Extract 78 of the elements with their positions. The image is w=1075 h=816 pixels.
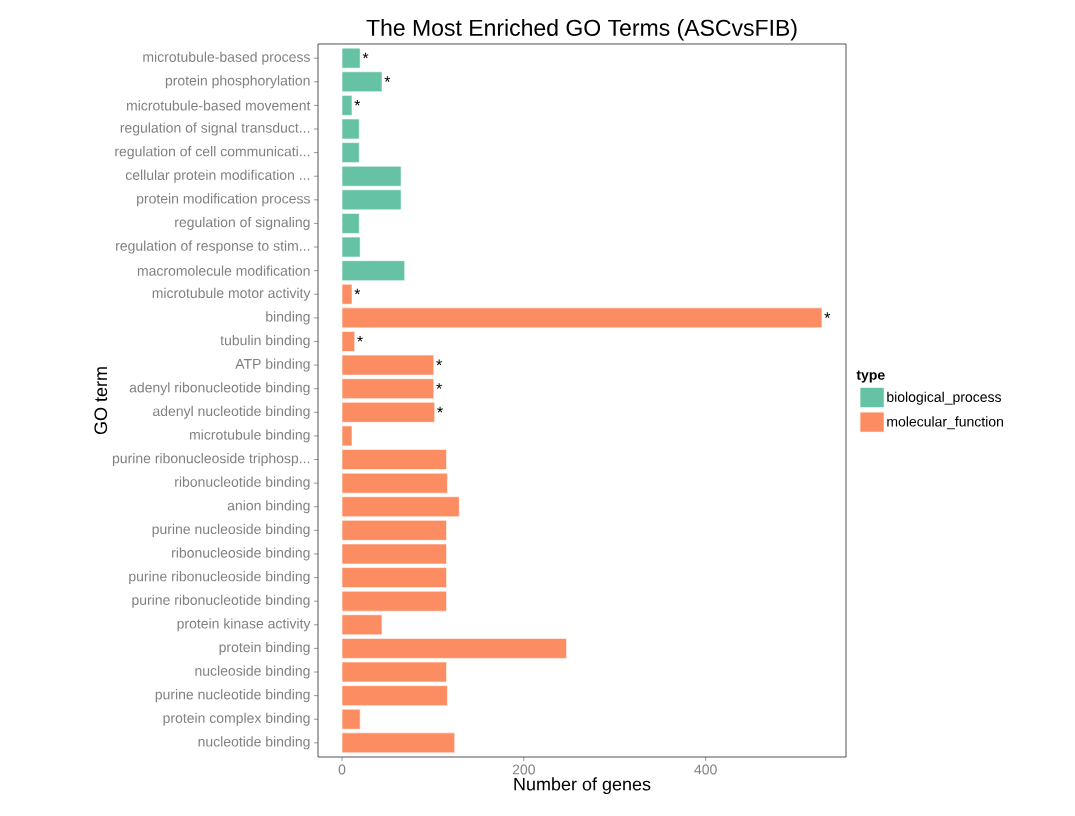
bar xyxy=(341,472,448,494)
y-tick-label: purine ribonucleoside triphosp... xyxy=(112,453,310,467)
bar xyxy=(341,449,447,470)
x-tick-label: 0 xyxy=(338,764,346,775)
y-tick-label: adenyl nucleotide binding xyxy=(153,405,310,419)
legend-label: molecular_function xyxy=(887,416,1003,430)
bar xyxy=(341,47,361,69)
y-tick-label: binding xyxy=(266,311,310,325)
bar xyxy=(341,213,360,234)
x-tick-label: 400 xyxy=(694,764,717,775)
bar xyxy=(341,71,383,93)
y-tick-label: regulation of signaling xyxy=(175,216,310,230)
annotation: * xyxy=(437,406,443,413)
y-tick-label: microtubule motor activity xyxy=(152,287,311,301)
y-tick-label: protein binding xyxy=(219,641,310,655)
x-axis-title: Number of genes xyxy=(514,777,651,795)
annotation: * xyxy=(436,383,442,389)
annotation: * xyxy=(824,312,831,318)
bar xyxy=(341,614,383,636)
y-axis-title: GO term xyxy=(94,367,108,435)
y-tick-label: nucleoside binding xyxy=(195,665,310,679)
annotation: * xyxy=(354,99,361,106)
bar xyxy=(341,165,402,187)
chart-title: The Most Enriched GO Terms (ASCvsFIB) xyxy=(366,19,797,41)
y-tick-label: purine ribonucleotide binding xyxy=(132,594,310,608)
bar xyxy=(341,307,823,329)
bar xyxy=(341,402,436,423)
bar xyxy=(341,638,567,659)
y-tick-label: adenyl ribonucleotide binding xyxy=(129,382,310,396)
bar xyxy=(341,354,435,376)
bar xyxy=(341,708,361,730)
bar xyxy=(341,283,353,305)
y-tick-label: microtubule-based movement xyxy=(126,100,311,111)
bar xyxy=(341,520,447,541)
y-tick-label: protein phosphorylation xyxy=(165,75,310,89)
legend-label: biological_process xyxy=(887,391,1002,405)
bar xyxy=(341,189,402,211)
bar xyxy=(341,590,447,612)
y-tick-label: tubulin binding xyxy=(220,334,310,348)
legend-title: type xyxy=(856,370,885,383)
y-tick-label: purine nucleoside binding xyxy=(152,523,310,537)
y-tick-label: microtubule-based process xyxy=(143,51,310,65)
bar xyxy=(341,331,356,352)
bar xyxy=(341,543,447,565)
y-tick-label: purine ribonucleoside binding xyxy=(129,571,310,585)
y-tick-label: cellular protein modification ... xyxy=(125,169,310,183)
annotation: * xyxy=(357,335,363,342)
y-tick-label: regulation of cell communicati... xyxy=(115,146,310,160)
annotation: * xyxy=(436,359,442,366)
bar xyxy=(341,236,361,258)
y-tick-label: protein modification process xyxy=(137,193,310,207)
y-tick-label: macromolecule modification xyxy=(137,265,310,276)
bar xyxy=(341,260,406,281)
y-tick-label: nucleotide binding xyxy=(198,736,310,750)
y-tick-label: microtubule binding xyxy=(189,429,310,443)
y-tick-label: regulation of signal transduct... xyxy=(120,122,310,136)
bar xyxy=(341,685,448,706)
bar xyxy=(341,142,360,163)
bar xyxy=(341,661,447,683)
bar xyxy=(341,425,353,447)
annotation: * xyxy=(384,76,391,82)
y-tick-label: regulation of response to stim... xyxy=(116,240,310,254)
x-tick-label: 200 xyxy=(512,764,535,775)
y-tick-label: ribonucleotide binding xyxy=(175,476,310,490)
bar xyxy=(341,496,460,518)
bar xyxy=(341,567,447,588)
annotation: * xyxy=(362,52,369,59)
bar xyxy=(341,378,435,399)
y-tick-label: ATP binding xyxy=(235,358,310,372)
y-tick-label: ribonucleoside binding xyxy=(172,547,310,561)
bar xyxy=(341,118,360,140)
annotation: * xyxy=(354,288,361,295)
bar xyxy=(341,95,353,116)
y-tick-label: purine nucleotide binding xyxy=(155,689,310,703)
y-tick-label: protein complex binding xyxy=(163,712,310,726)
y-tick-label: protein kinase activity xyxy=(177,618,311,632)
bar xyxy=(341,732,456,754)
y-tick-label: anion binding xyxy=(227,500,310,514)
